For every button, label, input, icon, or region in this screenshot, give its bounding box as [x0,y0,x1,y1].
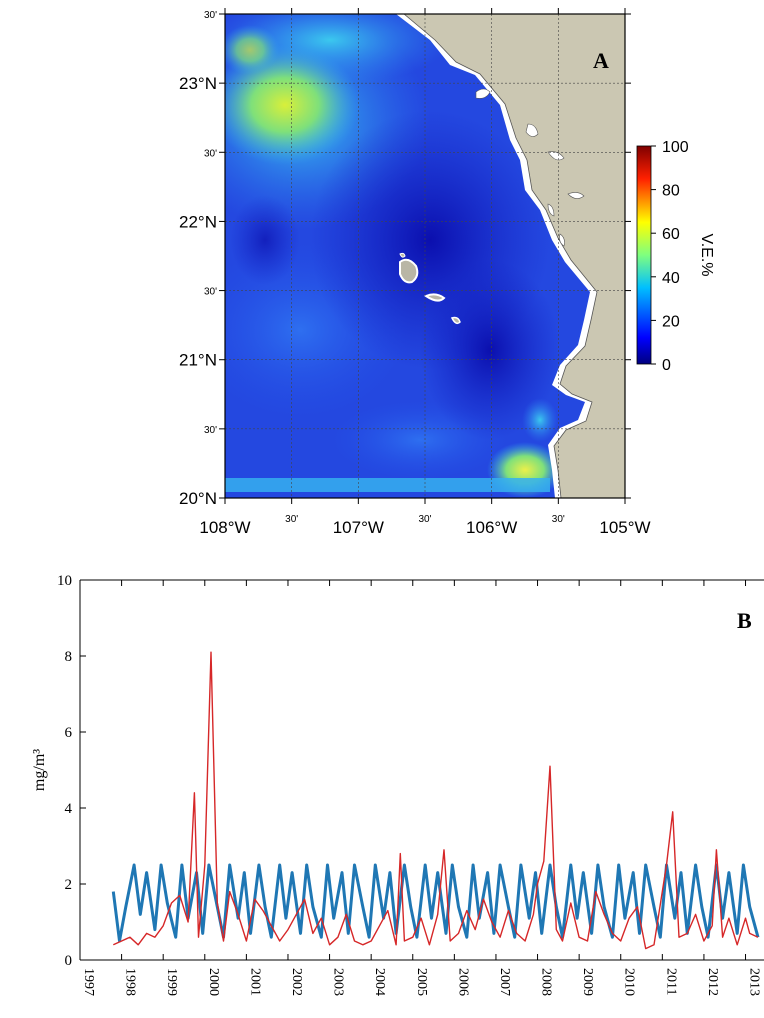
lon-label: 107°W [333,518,384,537]
mainland [403,14,625,498]
map-grid [225,14,625,498]
colorbar-ticks: 100 80 60 40 20 0 [651,139,689,374]
lagoon [547,203,555,217]
y-tick-label: 2 [65,877,73,893]
lat-label: 20°N [179,489,217,508]
lagoon [567,192,585,199]
lat-label: 30' [204,10,217,21]
lat-label: 21°N [179,351,217,370]
high-ve-region-northwest [225,45,360,165]
lon-label: 30' [285,514,298,525]
colorbar-tick-label: 100 [662,139,689,156]
x-tick-label: 2011 [663,968,678,995]
lat-label: 30' [204,425,217,436]
high-ve-spot-top [225,25,280,75]
y-tick-label: 10 [57,573,72,589]
map-panel: 30' 23°N 30' 22°N 30' 21°N 30' 20°N 108°W 30' 107… [179,8,715,537]
x-tick-label: 2001 [247,968,262,996]
low-ve-region-southeast [420,260,560,440]
lat-label: 30' [204,287,217,298]
x-tick-label: 2005 [414,968,429,996]
y-tick-label: 0 [65,953,73,969]
x-tick-label: 2010 [622,968,637,996]
x-tick-label: 1999 [164,968,179,996]
map-ticks [219,8,631,504]
x-tick-label: 1997 [81,968,96,996]
colorbar-tick-label: 20 [662,313,680,330]
longitude-labels: 108°W 30' 107°W 30' 106°W 30' 105°W [199,514,650,537]
island-maria-cleofas [450,316,461,325]
map-content [225,14,625,498]
low-ve-region-west [230,195,300,285]
lat-label: 23°N [179,74,217,93]
lagoon [525,123,539,137]
x-tick-label: 2012 [705,968,720,996]
panel-b-label: B [737,608,752,633]
colorbar-tick-label: 80 [662,183,680,200]
colorbar-tick-label: 40 [662,270,680,287]
x-tick-label: 2000 [206,968,221,996]
island-maria-magdalena [423,293,446,302]
lon-label: 106°W [466,518,517,537]
y-tick-label: 6 [65,725,73,741]
colorbar-label: V.E.% [698,234,715,277]
lat-label: 30' [204,148,217,159]
colorbar-tick-label: 0 [662,357,671,374]
x-tick-label: 2004 [372,968,387,996]
lat-label: 22°N [179,212,217,231]
x-tick-label: 2013 [747,968,762,996]
colorbar-tick-label: 60 [662,226,680,243]
lagoon [559,233,565,247]
southern-strip [225,478,550,492]
lon-label: 105°W [599,518,650,537]
panel-a-label: A [593,48,609,73]
colorbar: 100 80 60 40 20 0 V.E.% [636,139,715,374]
island-maria-madre [399,258,419,284]
x-tick-label: 2007 [497,968,512,996]
latitude-labels: 30' 23°N 30' 22°N 30' 21°N 30' 20°N [179,10,217,508]
x-tick-label: 2008 [539,968,554,996]
series-line-blue [111,863,760,943]
timeseries-panel: 0 2 4 6 8 10 1997 1998 1999 2000 2001 2002 2003 2004 2… [31,573,764,996]
x-tick-label: 2006 [455,968,470,996]
plot-axes: 0 2 4 6 8 10 1997 1998 1999 2000 2001 2002 2003 2004 2… [57,573,764,996]
y-tick-label: 4 [65,801,73,817]
lon-label: 30' [552,514,565,525]
plot-series [111,651,760,950]
colorbar-gradient [636,145,652,365]
y-axis-label: mg/m³ [31,749,48,791]
lon-label: 30' [418,514,431,525]
x-tick-label: 2002 [289,968,304,996]
lagoon [475,88,491,99]
y-tick-label: 8 [65,649,73,665]
cyan-spot-southeast [522,398,558,442]
islet [399,252,406,258]
series-line-red [113,651,759,950]
x-tick-label: 2003 [331,968,346,996]
x-tick-label: 1998 [123,968,138,996]
lagoon [547,151,565,161]
x-tick-label: 2009 [580,968,595,996]
lon-label: 108°W [199,518,250,537]
